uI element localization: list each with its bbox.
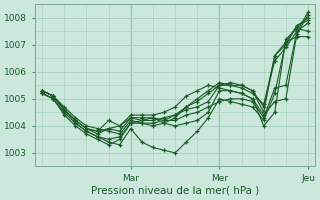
- X-axis label: Pression niveau de la mer( hPa ): Pression niveau de la mer( hPa ): [91, 186, 259, 196]
